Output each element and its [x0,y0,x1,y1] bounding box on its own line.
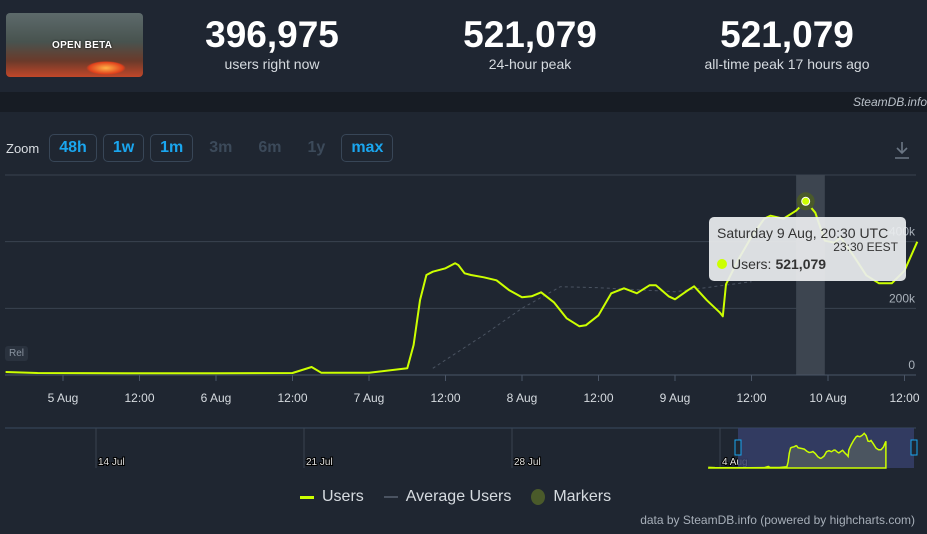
x-tick-label: 7 Aug [354,391,385,405]
y-tick-label: 0 [908,358,915,372]
legend-average-users[interactable]: Average Users [383,488,512,506]
legend-markers[interactable]: Markers [531,488,611,506]
zoom-48h-button[interactable]: 48h [49,134,97,162]
release-marker-label[interactable]: Rel [5,346,29,361]
navigator-handle[interactable] [734,439,742,456]
stat-label: users right now [224,56,320,72]
zoom-1w-button[interactable]: 1w [102,134,145,162]
stat-value: 521,079 [463,14,597,55]
navigator-handle[interactable] [910,439,918,456]
x-tick-label: 12:00 [430,391,460,405]
chart-tooltip: Saturday 9 Aug, 20:30 UTC 23:30 EEST Use… [709,217,906,281]
x-tick-label: 6 Aug [201,391,232,405]
zoom-max-button[interactable]: max [341,134,394,162]
zoom-3m-button: 3m [209,139,233,156]
navigator-series [708,432,887,469]
tooltip-label: Users: [731,256,772,272]
download-icon[interactable] [893,140,911,160]
average-users-line [432,281,752,369]
x-tick-label: 12:00 [889,391,919,405]
peak-point [801,196,811,206]
site-strip: SteamDB.info [0,92,927,112]
stat-value: 396,975 [205,14,339,55]
navigator-tick-label: 28 Jul [514,457,541,468]
credit: data by SteamDB.info (powered by highcha… [640,513,915,527]
navigator-tick-label: 21 Jul [306,457,333,468]
x-tick-label: 10 Aug [809,391,846,405]
x-tick-label: 9 Aug [660,391,691,405]
x-tick-label: 12:00 [124,391,154,405]
x-tick-label: 8 Aug [507,391,538,405]
x-tick-label: 12:00 [583,391,613,405]
users-dot-icon [717,259,727,269]
zoom-6m-button: 6m [258,139,282,156]
legend-label: Users [322,488,364,505]
game-thumbnail[interactable]: OPEN BETA [6,13,143,77]
x-tick-label: 12:00 [277,391,307,405]
site-label: SteamDB.info [852,95,927,109]
marker-circle-icon [531,489,546,505]
zoom-1m-button[interactable]: 1m [150,134,194,162]
average-line-icon [383,496,398,498]
users-line-icon [300,495,314,499]
x-tick-label: 12:00 [736,391,766,405]
zoom-label: Zoom [6,140,40,156]
navigator-tick-label: 14 Jul [98,457,125,468]
x-tick-label: 5 Aug [48,391,79,405]
tooltip-date: Saturday 9 Aug, 20:30 UTC [717,225,889,241]
legend-users[interactable]: Users [300,488,364,506]
zoom-1y-button: 1y [307,139,326,156]
stat-label: all-time peak 17 hours ago [704,56,870,72]
legend: Users Average Users Markers [300,488,611,506]
y-tick-label: 200k [889,291,916,305]
stat-value: 521,079 [720,14,854,55]
stat-24h-peak: 521,079 24-hour peak [430,14,630,72]
stat-label: 24-hour peak [488,56,572,72]
tooltip-value: 521,079 [775,256,827,272]
stat-current: 396,975 users right now [172,14,372,72]
header: OPEN BETA 396,975 users right now 521,079… [0,0,927,92]
legend-label: Average Users [405,488,512,505]
tooltip-local-time: 23:30 EEST [833,240,898,254]
stat-alltime-peak: 521,079 all-time peak 17 hours ago [677,14,897,72]
zoom-bar: Zoom 48h 1w 1m 3m 6m 1y max [6,134,394,162]
legend-label: Markers [553,488,612,505]
